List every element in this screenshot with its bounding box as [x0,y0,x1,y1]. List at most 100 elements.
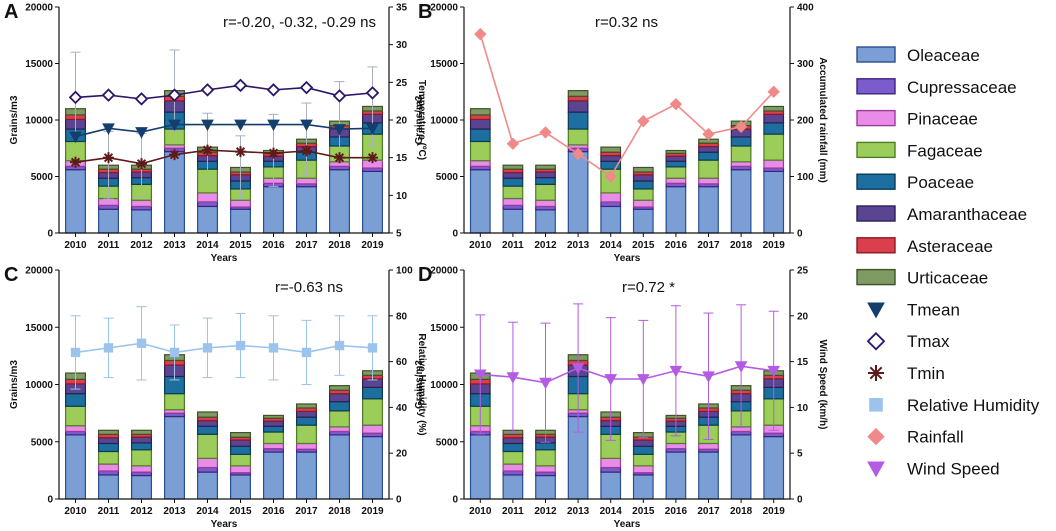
series-line [480,365,774,384]
legend-marker [867,461,885,478]
bar-segment-pinaceae [665,442,687,450]
data-point [636,374,650,386]
data-point [103,152,114,164]
bar-segment-oleaceae [97,208,119,234]
y2-tick-label: 5 [797,449,803,460]
bar-segment-pinaceae [730,161,752,167]
data-point [365,86,380,100]
line-wind-speed [473,303,781,443]
legend-label: Asteraceae [907,237,993,256]
data-point [136,338,147,348]
x-tick-label: 2019 [361,506,384,517]
y2-tick-label: 25 [797,266,809,277]
bar-segment-poaceae [698,151,719,161]
y2-tick-label: 400 [797,3,814,14]
bar-segment-pinaceae [230,465,252,474]
bar-segment-oleaceae [329,169,351,234]
x-tick-label: 2017 [697,506,720,517]
y2-tick-label: 20 [396,116,408,127]
y-tick-label: 10000 [25,380,53,391]
bar-stack-2010 [64,372,86,500]
bar-segment-oleaceae [698,186,719,234]
data-point [235,340,246,351]
bar-segment-pinaceae [535,199,556,208]
bar-segment-amaranthaceae [263,420,285,427]
data-point [168,119,181,132]
bar-stack-2013 [567,90,589,234]
bar-segment-fagaceae [329,410,351,428]
x-tick-label: 2010 [469,240,492,251]
legend-item-relative-humidity: Relative Humidity [869,396,1040,415]
legend-label: Urticaceae [907,269,988,288]
x-tick-label: 2019 [763,240,786,251]
y-tick-label: 15000 [25,59,53,70]
bar-segment-urticaceae [763,105,785,112]
pollen-error-bar [301,102,312,176]
correlation-annotation: r=-0.20, -0.32, -0.29 ns [223,14,376,31]
panel-label: A [4,1,18,23]
x-tick-label: 2012 [534,506,557,517]
bar-segment-cupressaceae [600,466,622,473]
bar-stack-2016 [263,113,285,234]
bar-segment-asteraceae [567,95,589,102]
x-tick-label: 2015 [229,506,252,517]
y2-axis-title: Relative Humidity (%) [416,333,427,435]
bar-segment-fagaceae [502,450,524,465]
y-tick-label: 15000 [430,59,458,70]
bar-segment-poaceae [535,442,556,451]
bar-segment-oleaceae [164,151,186,234]
bar-segment-poaceae [632,445,654,455]
line-tmax [68,78,380,106]
data-point [202,144,213,156]
bar-segment-oleaceae [64,169,86,234]
bar-segment-amaranthaceae [296,410,318,418]
y-axis-title: Grains/m3 [9,360,20,409]
y2-tick-label: 60 [396,357,408,368]
data-point [702,127,715,141]
data-point [167,88,182,102]
y-tick-label: 20000 [430,266,458,277]
legend-item-urticaceae: Urticaceae [856,268,988,288]
bar-segment-asteraceae [469,114,491,121]
x-tick-label: 2013 [163,506,186,517]
bar-segment-oleaceae [329,434,351,500]
legend-label: Pinaceae [907,110,978,129]
legend-item-tmax: Tmax [866,331,950,351]
data-point [266,83,281,97]
bar-segment-urticaceae [535,164,556,170]
bar-segment-fagaceae [469,140,491,162]
legend-label: Fagaceae [907,141,983,160]
y2-axis-title: Temperature (ºC) [416,80,427,160]
x-tick-label: 2015 [632,506,655,517]
bar-segment-poaceae [469,128,491,143]
legend-swatch [856,46,896,63]
y2-tick-label: 35 [396,3,408,14]
bar-stack-2011 [502,164,524,234]
bar-stack-2012 [535,164,556,234]
bar-segment-fagaceae [665,166,687,179]
bar-segment-poaceae [632,180,654,190]
legend-label: Rainfall [907,428,964,447]
data-point [571,363,585,375]
panel-B: B 0 5000 10000 15000 20000 0 100 200 300 400 2010 20… [414,1,828,264]
data-point [68,90,83,105]
x-tick-label: 2017 [697,240,720,251]
bar-segment-pinaceae [197,457,219,469]
legend-marker [867,427,885,446]
legend-swatch [856,268,896,286]
data-point [367,343,378,353]
y2-axis-title: Accumulated rainfall (mm) [817,57,828,183]
bar-segment-poaceae [296,416,318,426]
bar-segment-fagaceae [535,449,556,467]
bar-segment-fagaceae [362,398,384,426]
y2-tick-label: 0 [797,495,803,506]
legend-label: Tmax [907,332,950,351]
bar-segment-pinaceae [64,425,86,433]
bar-segment-amaranthaceae [329,393,351,403]
legend-swatch [856,205,896,222]
y2-tick-label: 300 [797,59,814,70]
bar-segment-amaranthaceae [632,174,654,182]
bar-stack-2019 [763,105,785,234]
legend-item-rainfall: Rainfall [867,427,964,447]
